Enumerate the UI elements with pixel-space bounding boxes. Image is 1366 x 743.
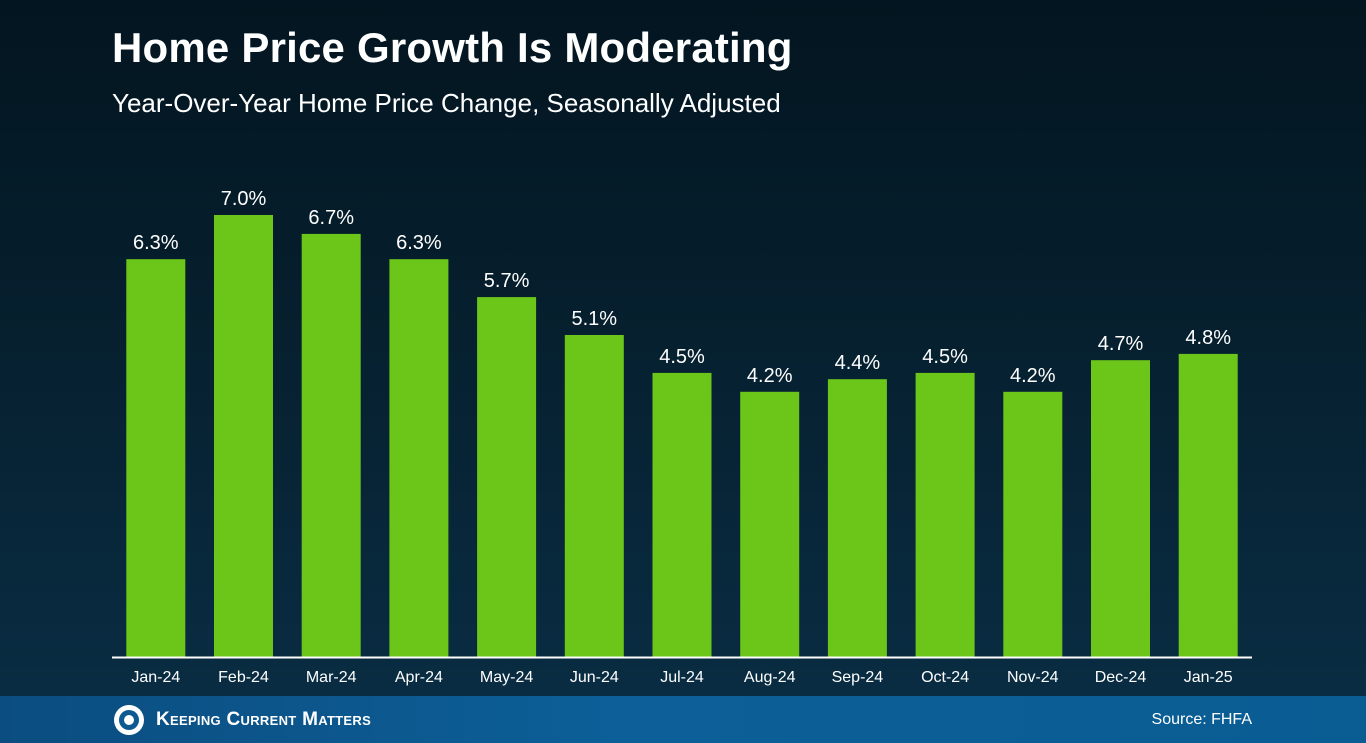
bar-jan-25: [1178, 353, 1238, 657]
x-tick-label: Feb-24: [218, 669, 269, 686]
x-tick-label: Apr-24: [395, 669, 443, 686]
x-tick-label: Dec-24: [1095, 669, 1147, 686]
brand-logo: Keeping Current Matters: [114, 705, 371, 735]
x-tick-label: Sep-24: [832, 669, 884, 686]
source-note: Source: FHFA: [1151, 711, 1252, 728]
bar-jan-24: [126, 259, 186, 657]
data-label: 5.1%: [572, 308, 618, 330]
bar-nov-24: [1003, 391, 1063, 657]
data-label: 4.4%: [835, 352, 881, 374]
logo-icon: [114, 705, 144, 735]
data-label: 4.5%: [922, 346, 968, 368]
data-label: 4.8%: [1185, 327, 1231, 349]
bar-apr-24: [389, 259, 449, 657]
bar-chart: 6.3% Jan-24 7.0% Feb-24 6.7% Mar-24 6.3% Apr-24…: [126, 188, 1238, 686]
data-label: 6.3%: [133, 232, 179, 254]
x-tick-label: May-24: [480, 669, 533, 686]
bar-mar-24: [301, 233, 361, 657]
data-label: 4.2%: [1010, 365, 1056, 387]
data-label: 5.7%: [484, 270, 530, 292]
chart-subtitle: Year-Over-Year Home Price Change, Season…: [112, 88, 781, 118]
footer-bar: Keeping Current Matters Source: FHFA: [0, 696, 1366, 743]
x-tick-label: Jun-24: [570, 669, 619, 686]
x-tick-label: Oct-24: [921, 669, 969, 686]
chart-title: Home Price Growth Is Moderating: [112, 24, 793, 71]
data-label: 6.3%: [396, 232, 442, 254]
bar-oct-24: [915, 372, 975, 657]
data-label: 6.7%: [308, 207, 354, 229]
bar-aug-24: [740, 391, 800, 657]
x-tick-label: Nov-24: [1007, 669, 1059, 686]
x-tick-label: Mar-24: [306, 669, 357, 686]
bar-jun-24: [564, 335, 624, 657]
data-label: 4.7%: [1098, 333, 1144, 355]
bar-feb-24: [214, 215, 273, 657]
data-label: 7.0%: [221, 188, 267, 210]
bar-sep-24: [827, 379, 887, 657]
x-tick-label: Jan-25: [1184, 669, 1233, 686]
x-tick-label: Jul-24: [660, 669, 704, 686]
bar-dec-24: [1091, 360, 1150, 657]
x-tick-label: Aug-24: [744, 669, 796, 686]
x-tick-label: Jan-24: [131, 669, 180, 686]
data-label: 4.2%: [747, 365, 793, 387]
bar-jul-24: [652, 372, 712, 657]
bar-may-24: [477, 297, 537, 657]
data-label: 4.5%: [659, 346, 705, 368]
logo-text: Keeping Current Matters: [156, 709, 372, 730]
